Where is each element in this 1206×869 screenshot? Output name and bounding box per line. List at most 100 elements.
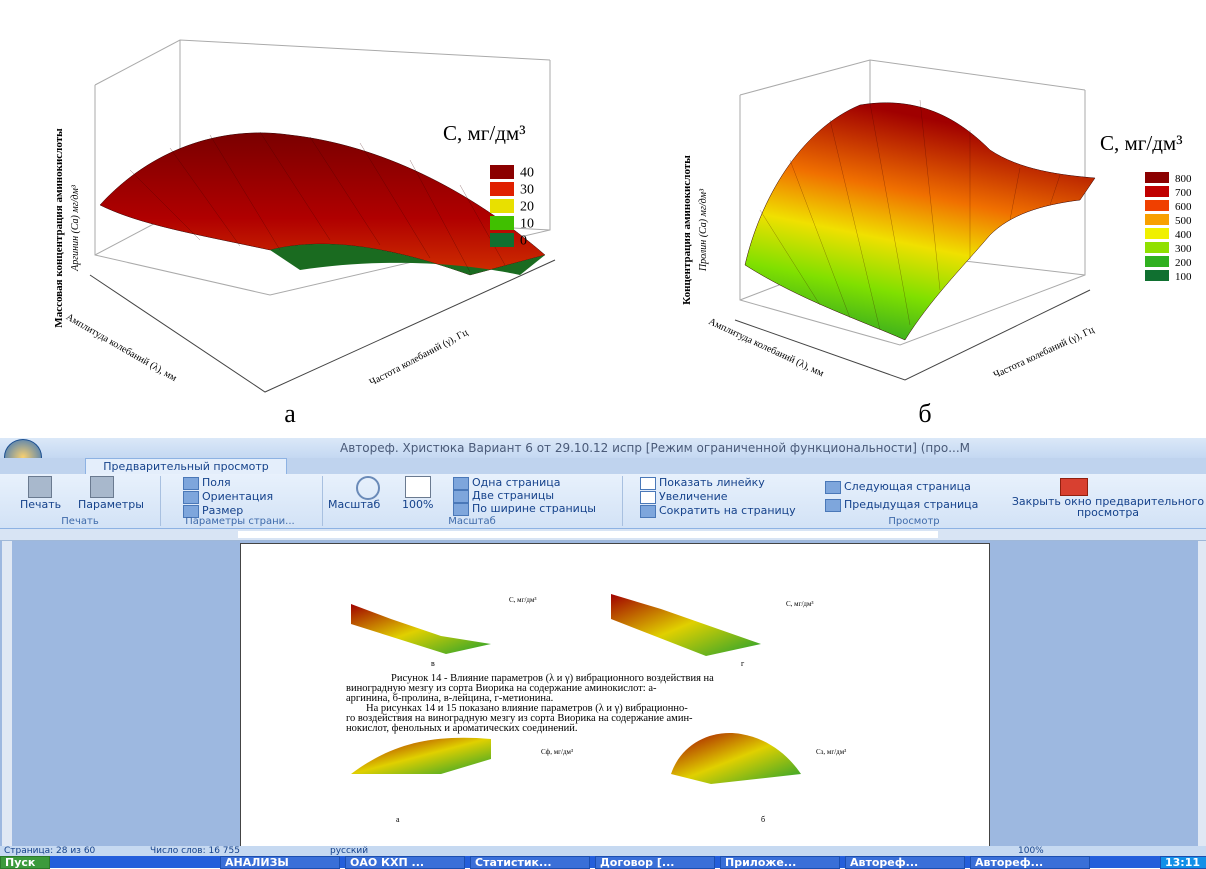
- legend-label: 10: [520, 217, 534, 232]
- legend-title: C, мг/дм³: [443, 121, 526, 145]
- legend-label: 40: [520, 166, 534, 181]
- button[interactable]: 100%: [402, 498, 433, 511]
- surface: [745, 103, 1095, 340]
- checkbox[interactable]: Показать линейку: [640, 476, 765, 490]
- legend-title: C, мг/дм³: [509, 596, 537, 604]
- button[interactable]: Параметры: [78, 498, 144, 511]
- figures: Массовая концентрация аминокислоты Аргин…: [0, 0, 1206, 435]
- legend-swatch: [1145, 242, 1169, 253]
- z-label: Пролин (Ca) мг/дм³: [698, 188, 709, 272]
- taskbar-button[interactable]: АНАЛИЗЫ: [220, 856, 340, 869]
- button[interactable]: Одна страница: [453, 476, 560, 490]
- button-label: Одна страница: [472, 476, 560, 489]
- figure-caption: г: [741, 659, 745, 668]
- legend-label: 700: [1175, 187, 1192, 199]
- status-page: Страница: 28 из 60: [4, 846, 95, 856]
- taskbar-button[interactable]: ОАО КХП ...: [345, 856, 465, 869]
- legend-swatch: [1145, 214, 1169, 225]
- surface: [351, 604, 491, 654]
- status-bar: Страница: 28 из 60 Число слов: 16 755 ру…: [0, 846, 1206, 856]
- legend-swatch: [1145, 256, 1169, 267]
- legend-swatch: [490, 233, 514, 247]
- screen: Массовая концентрация аминокислоты Аргин…: [0, 0, 1206, 868]
- button[interactable]: Предыдущая страница: [825, 498, 978, 512]
- button-label: Показать линейку: [659, 476, 765, 489]
- legend-swatch: [490, 165, 514, 179]
- button[interactable]: Ориентация: [183, 490, 273, 504]
- button[interactable]: Поля: [183, 476, 231, 490]
- button[interactable]: Масштаб: [328, 498, 380, 511]
- ribbon-tab[interactable]: Предварительный просмотр: [85, 458, 287, 474]
- taskbar-button[interactable]: Автореф...: [845, 856, 965, 869]
- legend-swatch: [490, 216, 514, 230]
- x-label: Частота колебаний (γ), Гц: [368, 327, 471, 389]
- group-label: Печать: [0, 516, 160, 527]
- legend-label: 30: [520, 183, 534, 198]
- page: C, мг/дм³ C, мг/дм³ в г Cф, мг/дм³ Cз, м…: [240, 543, 990, 848]
- legend-title: C, мг/дм³: [1100, 131, 1183, 155]
- title-bar: Автореф. Христюка Вариант 6 от 29.10.12 …: [0, 438, 1206, 458]
- x-label: Частота колебаний (γ), Гц: [992, 324, 1097, 381]
- status-zoom: 100%: [1018, 846, 1044, 856]
- button[interactable]: Печать: [20, 498, 61, 511]
- taskbar-button[interactable]: Статистик...: [470, 856, 590, 869]
- checkbox[interactable]: Увеличение: [640, 490, 728, 504]
- button-label: Две страницы: [472, 489, 554, 502]
- status-language: русский: [330, 846, 368, 856]
- button-label: Предыдущая страница: [844, 498, 978, 511]
- legend-swatch: [490, 199, 514, 213]
- button-label: Поля: [202, 476, 231, 489]
- legend-swatch: [1145, 228, 1169, 239]
- tab-strip: Предварительный просмотр: [0, 458, 1206, 474]
- group-label: Просмотр: [622, 516, 1206, 527]
- button-label: По ширине страницы: [472, 502, 596, 515]
- taskbar-button[interactable]: Приложе...: [720, 856, 840, 869]
- surface: [671, 733, 801, 784]
- legend-label: 0: [520, 234, 527, 249]
- legend-label: 400: [1175, 229, 1192, 241]
- window-title: Автореф. Христюка Вариант 6 от 29.10.12 …: [340, 441, 970, 455]
- legend-swatch: [1145, 186, 1169, 197]
- taskbar: Пуск АНАЛИЗЫ ОАО КХП ... Статистик... Догов…: [0, 856, 1206, 868]
- legend-label: 200: [1175, 257, 1192, 269]
- scrollbar[interactable]: [1198, 541, 1206, 846]
- legend-swatch: [1145, 172, 1169, 183]
- button-label: Увеличение: [659, 490, 728, 503]
- legend-label: 100: [1175, 271, 1192, 283]
- button[interactable]: По ширине страницы: [453, 502, 596, 516]
- legend-swatch: [490, 182, 514, 196]
- button[interactable]: Закрыть окно предварительного просмотра: [1010, 496, 1206, 518]
- surface: [351, 738, 491, 774]
- figure-caption: б: [918, 399, 931, 428]
- legend-swatch: [1145, 200, 1169, 211]
- z-label: Массовая концентрация аминокислоты: [53, 128, 65, 328]
- ribbon: Печать Параметры Печать Поля Ориентация …: [0, 474, 1206, 529]
- taskbar-button[interactable]: Автореф...: [970, 856, 1090, 869]
- status-words: Число слов: 16 755: [150, 846, 240, 856]
- figure-caption: б: [761, 815, 765, 824]
- z-label: Концентрация аминокислоты: [681, 155, 693, 305]
- figure-caption: в: [431, 659, 435, 668]
- taskbar-button[interactable]: Договор [...: [595, 856, 715, 869]
- z-label: Аргинин (Ca) мг/дм³: [70, 184, 81, 272]
- legend-label: 300: [1175, 243, 1192, 255]
- legend-label: 800: [1175, 173, 1192, 185]
- y-label: Амплитуда колебаний (λ), мм: [707, 316, 826, 379]
- legend-title: C, мг/дм³: [786, 600, 814, 608]
- button[interactable]: Следующая страница: [825, 480, 971, 494]
- figure-caption: а: [284, 399, 296, 428]
- start-button[interactable]: Пуск: [0, 856, 50, 869]
- group-label: Параметры страни...: [160, 516, 320, 527]
- legend-title: Cф, мг/дм³: [541, 748, 573, 756]
- ruler: [0, 529, 1206, 541]
- legend-swatch: [1145, 270, 1169, 281]
- button[interactable]: Две страницы: [453, 489, 554, 503]
- figure-caption: а: [396, 815, 400, 824]
- button-label: Следующая страница: [844, 480, 971, 493]
- surface: [611, 594, 761, 656]
- document-area: C, мг/дм³ C, мг/дм³ в г Cф, мг/дм³ Cз, м…: [0, 541, 1198, 846]
- paragraph-line: нокислот, фенольных и ароматических соед…: [346, 724, 578, 734]
- legend-label: 600: [1175, 201, 1192, 213]
